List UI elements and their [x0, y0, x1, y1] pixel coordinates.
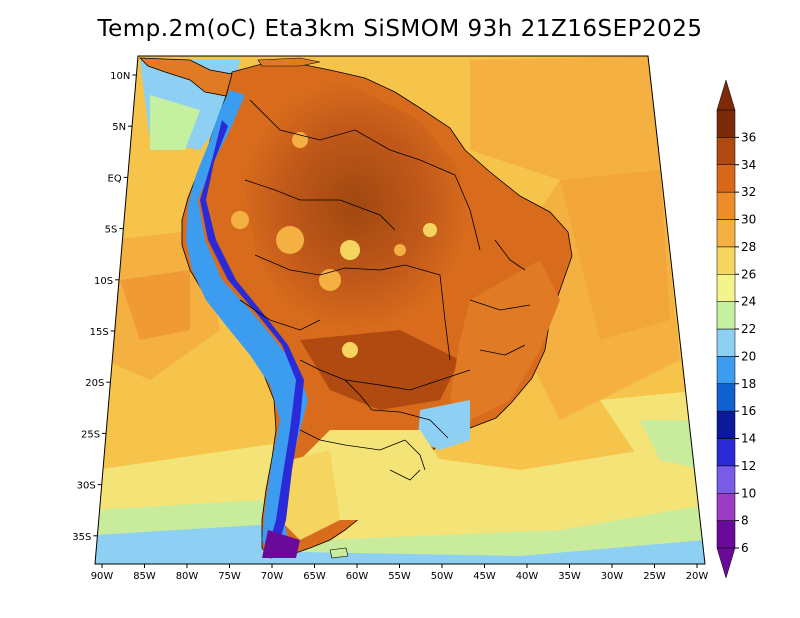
- lon-tick-label: 65W: [303, 571, 326, 582]
- hot-spot: [292, 132, 308, 148]
- hot-spot: [423, 223, 437, 237]
- central-hot-zone: [300, 330, 460, 410]
- lon-tick-label: 70W: [261, 571, 284, 582]
- hot-spot: [340, 240, 360, 260]
- colorbar-swatch: [716, 520, 736, 549]
- colorbar-swatch: [716, 493, 736, 521]
- lon-tick-label: 60W: [346, 571, 369, 582]
- colorbar-label: 36: [741, 130, 756, 144]
- colorbar-swatch: [716, 465, 736, 494]
- east-brazil-warm: [450, 260, 560, 420]
- hot-spot: [276, 226, 304, 254]
- andes-cold-band: [186, 90, 308, 556]
- colorbar-swatch: [716, 164, 736, 193]
- lon-tick-label: 50W: [431, 571, 454, 582]
- colorbar-label: 16: [741, 404, 756, 418]
- colorbar-swatch: [716, 383, 736, 412]
- lat-tick-label: 20S: [85, 378, 104, 389]
- colorbar-swatch: [716, 301, 736, 330]
- colorbar-swatch: [716, 274, 736, 302]
- colorbar-swatch: [716, 356, 736, 384]
- lon-tick-label: 25W: [643, 571, 666, 582]
- colorbar-label: 24: [741, 295, 756, 309]
- lon-tick-label: 35W: [558, 571, 581, 582]
- temperature-field: [95, 56, 705, 564]
- lat-tick-label: 10S: [94, 276, 113, 287]
- colorbar-max-arrow: [716, 79, 736, 111]
- country-borders: [239, 99, 531, 481]
- atlantic-warm-core: [560, 170, 670, 340]
- lat-tick-label: 25S: [81, 429, 100, 440]
- colorbar-label: 22: [741, 322, 756, 336]
- lon-tick-label: 20W: [686, 571, 709, 582]
- hot-spot: [342, 342, 358, 358]
- colorbar-label: 30: [741, 213, 756, 227]
- colorbar-swatch: [716, 328, 736, 357]
- colorbar-swatch: [716, 410, 736, 439]
- central-america-land: [138, 57, 233, 97]
- colorbar-label: 8: [741, 514, 749, 528]
- colorbar-label: 6: [741, 541, 749, 555]
- lat-tick-label: 35S: [72, 532, 91, 543]
- colorbar-label: 32: [741, 185, 756, 199]
- colorbar-min-arrow: [716, 547, 736, 579]
- lon-tick-label: 30W: [601, 571, 624, 582]
- argentina-warm: [280, 450, 340, 540]
- lat-tick-label: 5S: [105, 225, 118, 236]
- longitude-axis: 90W 85W 80W 75W 70W 65W 60W 55W 50W 45W 40W 35W 30W 2…: [91, 564, 709, 582]
- colorbar-label: 14: [741, 432, 756, 446]
- pacific-mild-north: [150, 95, 200, 150]
- lon-tick-label: 80W: [176, 571, 199, 582]
- colorbar-label: 12: [741, 459, 756, 473]
- colorbar-swatch: [716, 438, 736, 467]
- lon-tick-label: 45W: [473, 571, 496, 582]
- falkland-islands: [329, 547, 349, 559]
- lat-tick-label: 10N: [110, 71, 130, 82]
- colorbar-swatch: [716, 137, 736, 165]
- colorbar-swatch: [716, 246, 736, 275]
- colorbar-swatch: [716, 219, 736, 248]
- hot-spot: [319, 269, 341, 291]
- southeast-brazil-cool: [418, 400, 470, 450]
- latitude-axis: 10N 5N EQ 5S 10S 15S 20S 25S 30S 35S: [72, 71, 137, 543]
- lon-tick-label: 40W: [516, 571, 539, 582]
- domain-border: [94, 55, 706, 565]
- colorbar: 6 8 10 12 14 16 18 20 22 24 26 28 30 32 34 36: [716, 79, 756, 579]
- lat-tick-label: 5N: [112, 122, 126, 133]
- atlantic-cool-south: [640, 420, 705, 470]
- colorbar-label: 26: [741, 267, 756, 281]
- lat-tick-label: 30S: [77, 481, 96, 492]
- hot-spot: [231, 211, 249, 229]
- hot-spot: [394, 244, 406, 256]
- lat-tick-label: 15S: [90, 327, 109, 338]
- southern-ocean-cold: [95, 525, 705, 564]
- pacific-warm-core: [120, 270, 190, 340]
- colorbar-label: 28: [741, 240, 756, 254]
- lat-tick-label: EQ: [108, 173, 122, 184]
- colorbar-label: 10: [741, 486, 756, 500]
- lon-tick-label: 75W: [218, 571, 241, 582]
- patagonia-coldest: [262, 530, 300, 558]
- map-title: Temp.2m(oC) Eta3km SiSMOM 93h 21Z16SEP20…: [97, 16, 703, 42]
- colorbar-label: 18: [741, 377, 756, 391]
- colorbar-swatch: [716, 191, 736, 220]
- lon-tick-label: 55W: [388, 571, 411, 582]
- colorbar-swatch: [716, 109, 736, 138]
- caribbean-islands: [257, 57, 321, 67]
- lon-tick-label: 85W: [133, 571, 156, 582]
- colorbar-label: 20: [741, 349, 756, 363]
- colorbar-label: 34: [741, 158, 756, 172]
- lon-tick-label: 90W: [91, 571, 114, 582]
